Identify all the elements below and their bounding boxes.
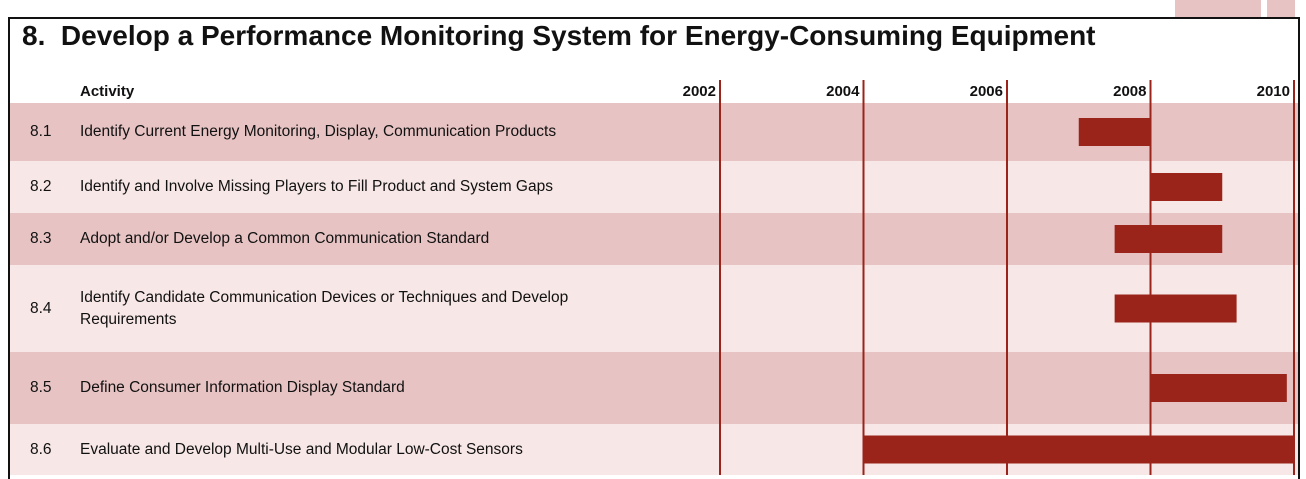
task-id: 8.5 [30, 379, 52, 396]
row: 8.5 Define Consumer Information Display S… [10, 352, 1298, 424]
task-name: Identify Current Energy Monitoring, Disp… [80, 123, 557, 140]
tab [1175, 0, 1261, 17]
x-tick-label: 2006 [969, 83, 1003, 100]
bar [1150, 173, 1223, 201]
bar [1150, 374, 1287, 402]
task-id: 8.2 [30, 178, 52, 195]
chart-title: 8. Develop a Performance Monitoring Syst… [22, 20, 1096, 51]
panel [8, 17, 1300, 479]
x-tick-label: 2004 [826, 83, 860, 100]
tab [1267, 0, 1295, 17]
task-id: 8.3 [30, 230, 52, 247]
column-header: Activity [80, 83, 135, 100]
task-id: 8.1 [30, 123, 52, 140]
bar [1114, 225, 1223, 253]
row: 8.4 Identify Candidate Communication Devi… [10, 265, 1298, 352]
task-name: Identify and Involve Missing Players to … [80, 178, 553, 195]
x-tick-label: 2008 [1113, 83, 1147, 100]
task-name: Adopt and/or Develop a Common Communicat… [80, 230, 490, 247]
task-id: 8.4 [30, 299, 52, 317]
x-tick-label: 2010 [1256, 83, 1290, 100]
row: 8.1 Identify Current Energy Monitoring, D… [10, 103, 1298, 161]
task-name: Define Consumer Information Display Stan… [80, 379, 405, 396]
bar [863, 435, 1294, 464]
task-name: Identify Candidate Communication Devices… [80, 288, 569, 328]
x-tick-label: 2002 [682, 83, 716, 100]
task-id: 8.6 [30, 440, 52, 458]
row: 8.2 Identify and Involve Missing Players … [10, 161, 1298, 213]
bar [1114, 294, 1237, 323]
row: 8.3 Adopt and/or Develop a Common Communi… [10, 213, 1298, 265]
task-name: Evaluate and Develop Multi-Use and Modul… [80, 440, 523, 458]
bar [1078, 118, 1151, 146]
